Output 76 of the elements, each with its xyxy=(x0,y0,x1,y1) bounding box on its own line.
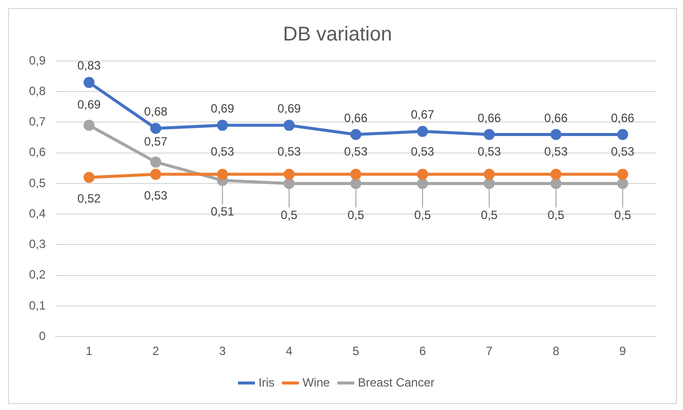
x-tick-label: 6 xyxy=(419,344,426,358)
y-tick-label: 0,3 xyxy=(28,237,46,252)
data-label: 0,68 xyxy=(144,104,168,119)
data-label: 0,53 xyxy=(277,144,302,159)
y-tick-label: 0,7 xyxy=(28,114,46,129)
point xyxy=(484,128,495,140)
point xyxy=(484,168,495,180)
y-tick-label: 0,6 xyxy=(28,145,46,160)
point xyxy=(550,178,562,189)
y-tick-label: 0 xyxy=(38,328,46,343)
y-tick-label: 0,4 xyxy=(28,206,46,220)
point xyxy=(150,122,162,134)
point xyxy=(84,76,95,88)
x-tick-label: 7 xyxy=(486,344,493,358)
point xyxy=(617,178,628,189)
point xyxy=(417,168,428,180)
data-label: 0,69 xyxy=(210,102,234,116)
y-tick-label: 0,1 xyxy=(28,298,46,312)
data-label: 0,53 xyxy=(210,144,234,159)
data-label: 0,66 xyxy=(344,110,368,125)
point xyxy=(150,156,162,168)
legend-label: Wine xyxy=(302,375,330,390)
point xyxy=(617,168,628,180)
point xyxy=(350,128,362,140)
data-label: 0,53 xyxy=(344,144,368,159)
data-label: 0,5 xyxy=(347,208,365,222)
data-label: 0,53 xyxy=(410,144,435,159)
data-label: 0,5 xyxy=(614,208,632,222)
point xyxy=(84,120,95,131)
data-label: 0,66 xyxy=(478,110,502,125)
point xyxy=(84,172,95,183)
y-tick-label: 0,9 xyxy=(28,53,46,68)
point xyxy=(350,168,362,180)
point xyxy=(216,168,228,180)
x-tick-label: 3 xyxy=(219,344,226,358)
x-tick-label: 9 xyxy=(619,344,626,358)
x-tick-label: 1 xyxy=(86,344,93,358)
legend-label: Iris xyxy=(258,375,274,390)
data-label: 0,52 xyxy=(77,192,102,206)
y-tick-label: 0,2 xyxy=(28,268,46,282)
data-label: 0,53 xyxy=(610,144,635,159)
point xyxy=(284,168,295,180)
point xyxy=(150,168,162,180)
data-label: 0,5 xyxy=(280,208,298,222)
point xyxy=(284,120,295,131)
x-tick-label: 5 xyxy=(352,344,360,358)
y-tick-label: 0,5 xyxy=(28,176,46,190)
data-label: 0,53 xyxy=(478,144,502,159)
x-tick-label: 8 xyxy=(552,344,560,358)
point xyxy=(284,178,295,189)
point xyxy=(417,126,428,137)
data-label: 0,5 xyxy=(548,208,565,222)
point xyxy=(550,128,562,140)
data-label: 0,57 xyxy=(144,134,168,148)
chart-title: DB variation xyxy=(283,24,392,46)
data-label: 0,69 xyxy=(77,98,102,112)
x-tick-label: 4 xyxy=(286,344,293,358)
data-label: 0,67 xyxy=(410,108,435,122)
point xyxy=(350,178,362,189)
y-tick-label: 0,8 xyxy=(28,84,46,98)
data-label: 0,69 xyxy=(277,102,302,116)
point xyxy=(216,120,228,131)
data-label: 0,53 xyxy=(544,144,568,159)
data-label: 0,5 xyxy=(414,208,432,222)
data-label: 0,5 xyxy=(480,208,498,222)
data-label: 0,51 xyxy=(210,204,234,219)
point xyxy=(417,178,428,189)
point xyxy=(550,168,562,180)
x-tick-label: 2 xyxy=(152,344,160,358)
data-label: 0,83 xyxy=(77,58,102,73)
data-label: 0,66 xyxy=(610,110,635,125)
point xyxy=(617,128,628,140)
data-label: 0,53 xyxy=(144,188,168,203)
legend-label: Breast Cancer xyxy=(358,375,435,390)
point xyxy=(484,178,495,189)
data-label: 0,66 xyxy=(544,110,568,125)
